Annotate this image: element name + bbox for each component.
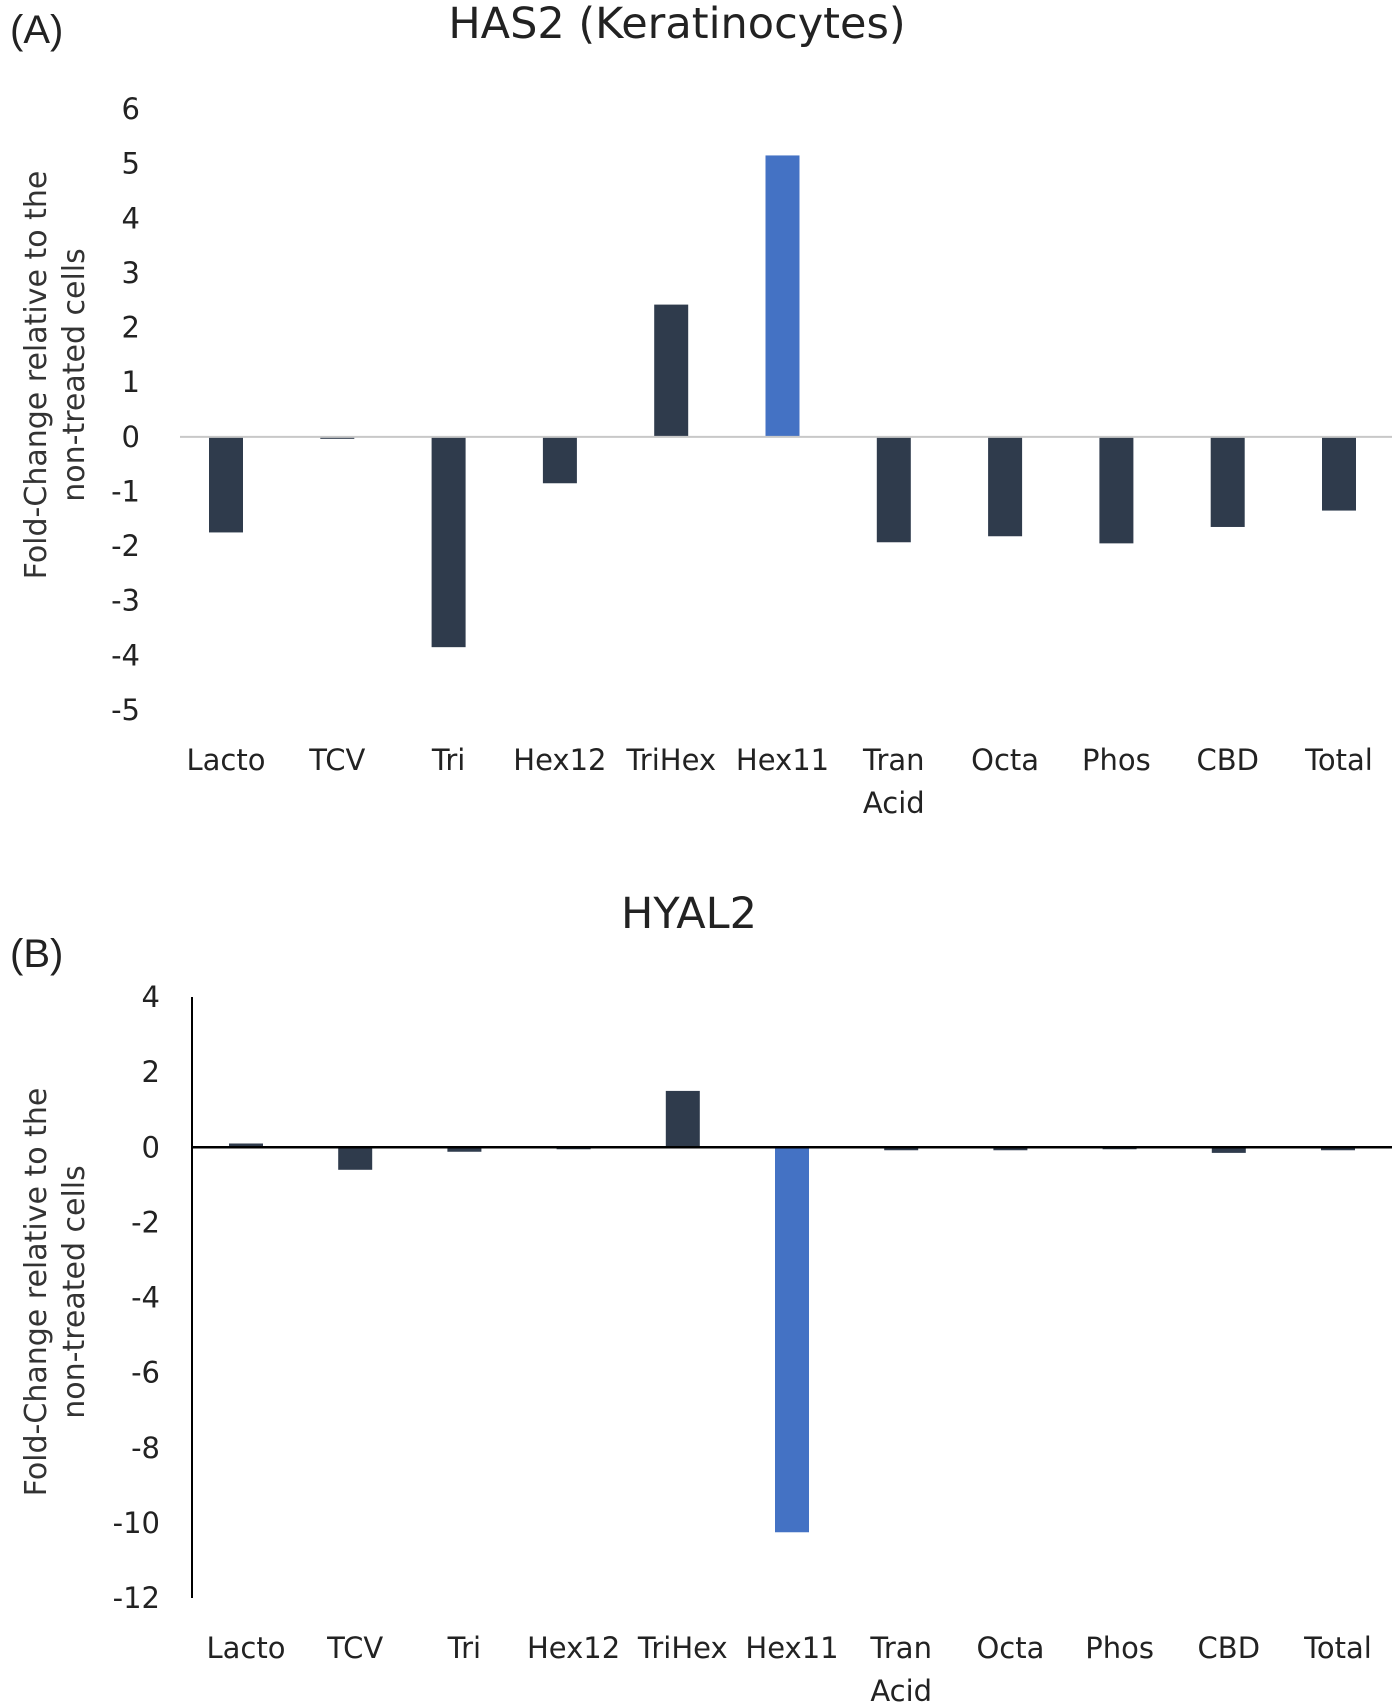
panel-b-category-label-trihex: TriHex — [637, 1631, 728, 1665]
panel-b-y-tick-label: 0 — [142, 1130, 160, 1164]
panel-b-y-tick-label: -12 — [113, 1581, 160, 1615]
panel-a-y-tick-label: -3 — [111, 584, 140, 618]
panel-b-category-labels: Lacto TCV Tri Hex12 TriHex Hex11 Tran Acid Octa P… — [207, 1631, 1372, 1706]
panel-a-title: HAS2 (Keratinocytes) — [448, 0, 905, 49]
panel-a-y-tick-label: 0 — [122, 420, 140, 454]
panel-a-y-tick-label: 4 — [122, 201, 140, 235]
panel-b-y-axis-label-line-2: non-treated cells — [57, 1165, 92, 1419]
panel-b-category-label-octa: Octa — [976, 1631, 1044, 1665]
panel-a-bar-cbd — [1210, 436, 1245, 527]
panel-b-bar-trihex — [665, 1090, 700, 1148]
panel-b-category-label-hex12: Hex12 — [527, 1631, 620, 1665]
panel-b-category-label-phos: Phos — [1085, 1631, 1154, 1665]
panel-a-label: (A) — [10, 8, 63, 52]
panel-a-bar-total — [1322, 436, 1356, 511]
panel-a-y-tick-label: -2 — [111, 529, 140, 563]
panel-a-y-tick-label: 1 — [122, 365, 140, 399]
panel-b-category-label-lacto: Lacto — [207, 1631, 286, 1665]
panel-a-bar-hex11 — [765, 155, 800, 437]
panel-b-axes — [191, 997, 1392, 1598]
panel-a-y-axis-label: Fold-Change relative to the non-treated … — [19, 171, 92, 580]
panel-b-bar-tran-acid — [884, 1147, 919, 1151]
panel-b-category-label-cbd: CBD — [1198, 1631, 1260, 1665]
panel-b-y-tick-label: -8 — [131, 1431, 160, 1465]
panel-b-label: (B) — [10, 932, 63, 976]
panel-a-y-tick-label: -5 — [111, 693, 140, 727]
panel-b-bar-cbd — [1211, 1147, 1246, 1153]
panel-b-category-label-tran-acid: Tran — [869, 1631, 932, 1665]
panel-a-bars — [209, 155, 1356, 648]
panel-a-has2-chart: (A) HAS2 (Keratinocytes) Fold-Change rel… — [10, 0, 1392, 820]
panel-b-y-axis-label-line-1: Fold-Change relative to the — [19, 1088, 54, 1497]
panel-a-y-tick-label: 6 — [122, 92, 140, 126]
panel-b-title: HYAL2 — [621, 889, 757, 939]
panel-b-bars — [229, 1090, 1355, 1533]
panel-b-y-tick-label: -4 — [131, 1281, 160, 1315]
panel-b-bar-tcv — [338, 1147, 373, 1170]
panel-a-y-axis-label-line-1: Fold-Change relative to the — [19, 171, 54, 580]
panel-b-y-tick-labels: 4 2 0 -2 -4 -6 -8 -10 -12 — [113, 980, 160, 1615]
panel-b-category-label-tran-acid-line-2: Acid — [870, 1674, 932, 1706]
panel-b-y-axis-label: Fold-Change relative to the non-treated … — [19, 1088, 92, 1497]
panel-a-bar-octa — [988, 436, 1023, 537]
panel-b-category-label-hex11: Hex11 — [745, 1631, 838, 1665]
panel-a-bar-hex12 — [542, 436, 577, 484]
panel-b-bar-lacto — [229, 1143, 263, 1148]
panel-a-y-tick-label: -4 — [111, 638, 140, 672]
panel-a-category-label-tri: Tri — [431, 743, 465, 777]
panel-a-y-tick-label: 5 — [122, 147, 140, 181]
panel-a-bar-trihex — [654, 304, 689, 437]
panel-a-category-label-tran-acid-line-2: Acid — [863, 786, 925, 820]
panel-a-category-labels: Lacto TCV Tri Hex12 TriHex Hex11 Tran Acid Octa P… — [187, 743, 1373, 820]
panel-b-category-label-tri: Tri — [447, 1631, 481, 1665]
panel-a-y-axis-label-line-2: non-treated cells — [57, 248, 92, 502]
panel-a-category-label-cbd: CBD — [1196, 743, 1258, 777]
panel-b-bar-hex11 — [775, 1147, 809, 1533]
panel-b-category-label-tcv: TCV — [326, 1631, 383, 1665]
panel-a-category-label-lacto: Lacto — [187, 743, 266, 777]
panel-b-category-label-total: Total — [1303, 1631, 1372, 1665]
panel-a-category-label-tran-acid: Tran — [862, 743, 925, 777]
panel-a-bar-lacto — [209, 436, 243, 533]
panel-a-category-label-total: Total — [1304, 743, 1373, 777]
panel-a-y-tick-label: -1 — [111, 474, 140, 508]
panel-b-bar-octa — [993, 1147, 1028, 1151]
panel-a-category-label-phos: Phos — [1082, 743, 1151, 777]
panel-b-bar-tri — [447, 1147, 482, 1152]
panel-a-bar-tran-acid — [876, 436, 911, 543]
panel-b-y-tick-label: 2 — [142, 1055, 160, 1089]
panel-a-category-label-trihex: TriHex — [625, 743, 716, 777]
panel-a-y-tick-label: 3 — [122, 256, 140, 290]
panel-a-category-label-hex12: Hex12 — [513, 743, 606, 777]
panel-a-bar-phos — [1099, 436, 1134, 544]
panel-a-category-label-hex11: Hex11 — [736, 743, 829, 777]
panel-a-y-tick-labels: 6 5 4 3 2 1 0 -1 -2 -3 -4 -5 — [111, 92, 140, 727]
panel-a-category-label-octa: Octa — [971, 743, 1039, 777]
panel-a-category-label-tcv: TCV — [308, 743, 365, 777]
panel-b-y-tick-label: -10 — [113, 1506, 160, 1540]
panel-b-hyal2-chart: (B) HYAL2 Fold-Change relative to the no… — [10, 889, 1392, 1706]
panel-b-y-tick-label: -2 — [131, 1205, 160, 1239]
panel-b-y-tick-label: -6 — [131, 1356, 160, 1390]
panel-b-y-tick-label: 4 — [142, 980, 160, 1014]
panel-a-bar-tri — [431, 436, 466, 648]
panel-a-y-tick-label: 2 — [122, 311, 140, 345]
panel-b-bar-total — [1321, 1147, 1355, 1151]
